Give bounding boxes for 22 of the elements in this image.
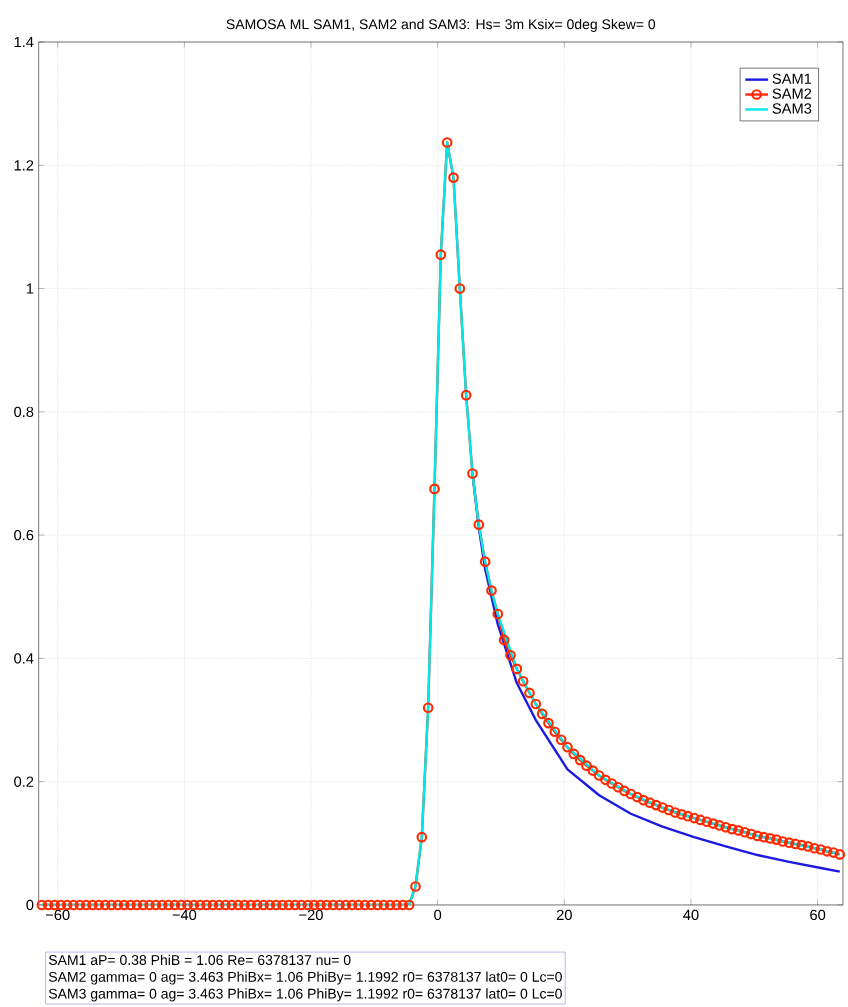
- y-tick-label: 0.4: [14, 653, 34, 664]
- x-tick-label: 20: [556, 909, 572, 921]
- x-tick-label: −60: [45, 909, 70, 921]
- y-tick-label: 0.2: [14, 776, 34, 787]
- x-tick-label: −20: [299, 909, 323, 921]
- text: SAM2 gamma= 0 ag= 3.463 PhiBx= 1.06 PhiBy= 1.1992 r0= 6378137 lat0= 0 Lc=0: [48, 971, 562, 985]
- y-tick-label: 1.2: [14, 160, 34, 171]
- legend-label: SAM2: [772, 88, 812, 99]
- legend-label: SAM1: [772, 73, 812, 84]
- x-tick-label: 40: [683, 909, 699, 921]
- y-tick-label: 1.4: [14, 36, 34, 48]
- x-tick-label: −40: [172, 909, 197, 921]
- chart-title: SAMOSA ML SAM1, SAM2 and SAM3: Hs= 3m Ksix= 0deg Skew= 0: [226, 18, 655, 32]
- x-tick-label: 0: [434, 909, 442, 921]
- x-tick-label: 60: [810, 909, 826, 921]
- y-tick-label: 1: [26, 283, 34, 294]
- y-tick-label: 0.6: [14, 529, 34, 541]
- text: SAM1 aP= 0.38 PhiB = 1.06 Re= 6378137 nu= 0: [48, 954, 351, 966]
- y-tick-label: 0.8: [14, 406, 34, 418]
- legend-label: SAM3: [772, 103, 812, 114]
- text: SAM3 gamma= 0 ag= 3.463 PhiBx= 1.06 PhiBy= 1.1992 r0= 6378137 lat0= 0 Lc=0: [48, 988, 562, 1002]
- y-tick-label: 0: [26, 899, 34, 911]
